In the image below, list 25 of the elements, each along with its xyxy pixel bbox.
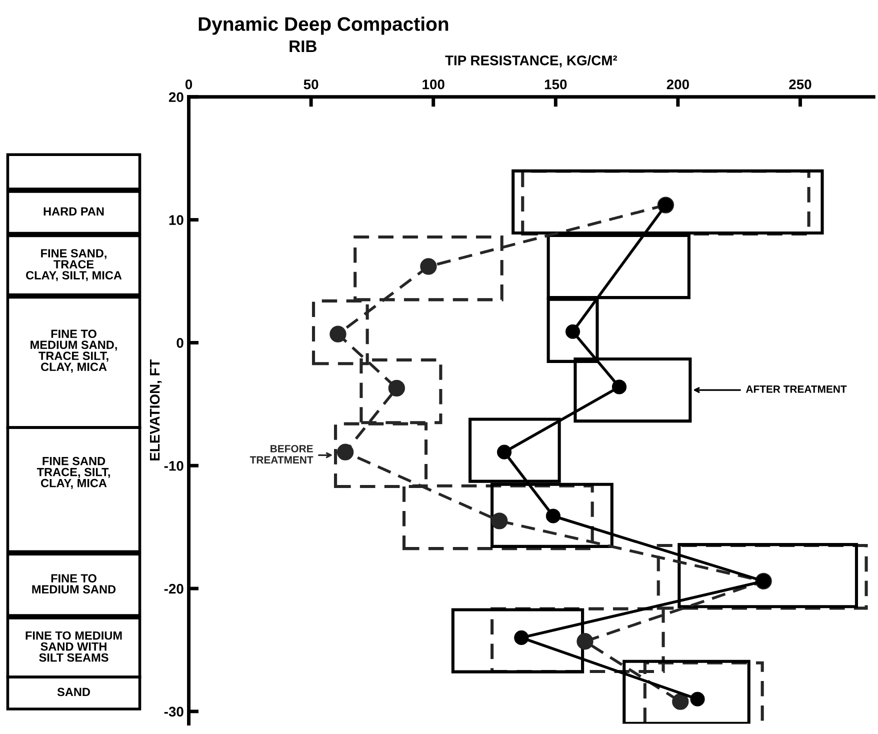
y-tick-label: -10: [164, 460, 184, 471]
legend-label: AFTER TREATMENT: [746, 386, 847, 393]
x-tick-label: 200: [666, 79, 689, 90]
y-axis-title: ELEVATION, FT: [150, 359, 162, 460]
y-tick-label: 20: [168, 92, 184, 102]
text: FINE TO MEDIUM SAND: [32, 574, 116, 594]
text: SAND: [57, 688, 90, 696]
x-tick-label: 150: [544, 79, 567, 90]
text: FINE TO MEDIUM SAND, TRACE SILT, CLAY, MICA: [30, 330, 117, 373]
text: BEFORE TREATMENT: [250, 444, 314, 464]
chart-subtitle: RIB: [290, 40, 317, 52]
y-tick-label: 10: [169, 215, 184, 225]
text: FINE SAND, TRACE CLAY, SILT, MICA: [26, 249, 122, 282]
x-tick-label: 0: [185, 79, 192, 90]
y-tick-label: -30: [164, 706, 184, 717]
x-tick-label: 250: [789, 79, 812, 90]
text: FINE SAND TRACE, SILT, CLAY, MICA: [36, 456, 110, 489]
x-tick-label: 50: [304, 79, 318, 90]
text: HARD PAN: [44, 207, 104, 216]
x-axis-title: TIP RESISTANCE, KG/CM²: [445, 55, 618, 68]
y-tick-label: 0: [176, 338, 184, 348]
text: FINE TO MEDIUM SAND WITH SILT SEAMS: [26, 631, 122, 662]
y-tick-label: -20: [164, 584, 184, 594]
x-tick-label: 100: [422, 79, 444, 90]
chart-title: Dynamic Deep Compaction: [198, 16, 448, 35]
